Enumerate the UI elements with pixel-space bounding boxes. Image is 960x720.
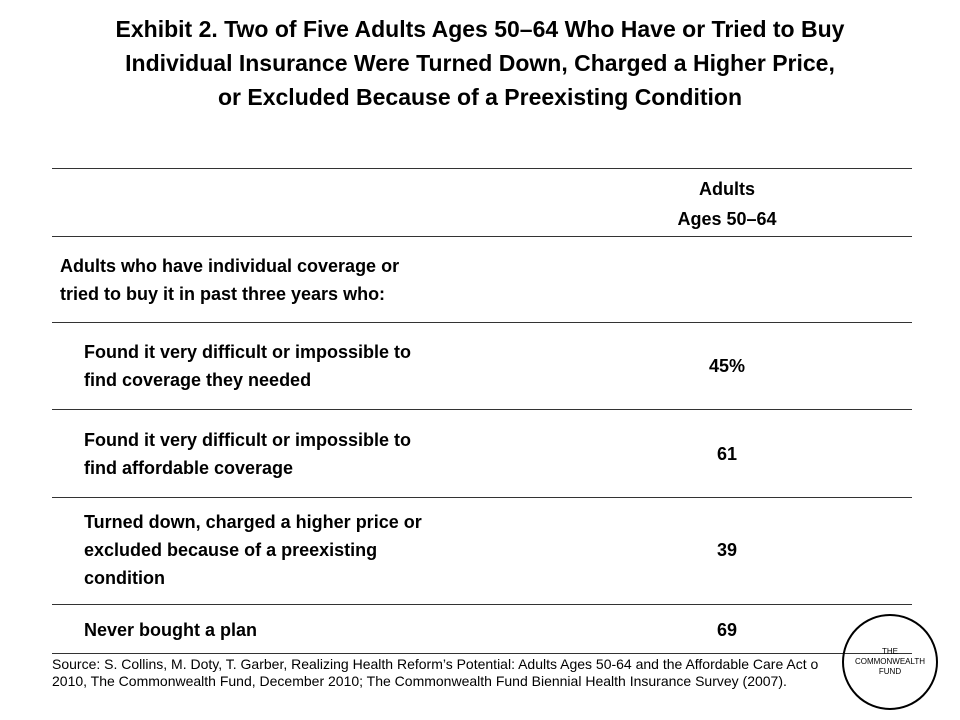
row-3-rule: [52, 604, 912, 605]
row-2-label-line-2: find affordable coverage: [84, 458, 294, 478]
source-note: Source: S. Collins, M. Doty, T. Garber, …: [52, 656, 819, 689]
exhibit-title: Exhibit 2. Two of Five Adults Ages 50–64…: [20, 12, 940, 114]
table-row-label: Never bought a plan: [84, 616, 564, 644]
table-row-label: Turned down, charged a higher price or e…: [84, 508, 564, 592]
section-label: Adults who have individual coverage or t…: [60, 252, 580, 308]
section-label-line-2: tried to buy it in past three years who:: [60, 284, 386, 304]
row-2-rule: [52, 497, 912, 498]
title-line-1: Exhibit 2. Two of Five Adults Ages 50–64…: [115, 16, 845, 42]
row-1-value: 45%: [708, 356, 746, 376]
column-header-line-2: Ages 50–64: [677, 209, 777, 229]
section-label-line-1: Adults who have individual coverage or: [60, 256, 400, 276]
row-3-label-line-3: condition: [84, 568, 165, 588]
table-row-label: Found it very difficult or impossible to…: [84, 426, 564, 482]
row-2-value: 61: [716, 444, 738, 464]
title-line-3: or Excluded Because of a Preexisting Con…: [217, 84, 742, 110]
logo-line-2: COMMONWEALTH: [854, 657, 926, 666]
section-rule: [52, 322, 912, 323]
row-1-rule: [52, 409, 912, 410]
title-line-2: Individual Insurance Were Turned Down, C…: [125, 50, 835, 76]
logo-line-3: FUND: [878, 667, 902, 676]
logo-line-1: THE: [882, 647, 898, 656]
column-header: Adults Ages 50–64: [652, 174, 802, 234]
row-3-value: 39: [716, 540, 738, 560]
commonwealth-fund-logo: THE COMMONWEALTH FUND: [842, 614, 938, 710]
row-1-label-line-1: Found it very difficult or impossible to: [84, 342, 412, 362]
table-top-rule: [52, 168, 912, 169]
column-header-line-1: Adults: [699, 179, 755, 199]
row-2-label-line-1: Found it very difficult or impossible to: [84, 430, 412, 450]
table-row-label: Found it very difficult or impossible to…: [84, 338, 564, 394]
row-3-label-line-1: Turned down, charged a higher price or: [84, 512, 422, 532]
row-1-label-line-2: find coverage they needed: [84, 370, 312, 390]
row-4-label-line-1: Never bought a plan: [84, 620, 258, 640]
row-4-value: 69: [716, 620, 738, 640]
row-3-label-line-2: excluded because of a preexisting: [84, 540, 378, 560]
header-rule: [52, 236, 912, 237]
table-bottom-rule: [52, 653, 912, 654]
